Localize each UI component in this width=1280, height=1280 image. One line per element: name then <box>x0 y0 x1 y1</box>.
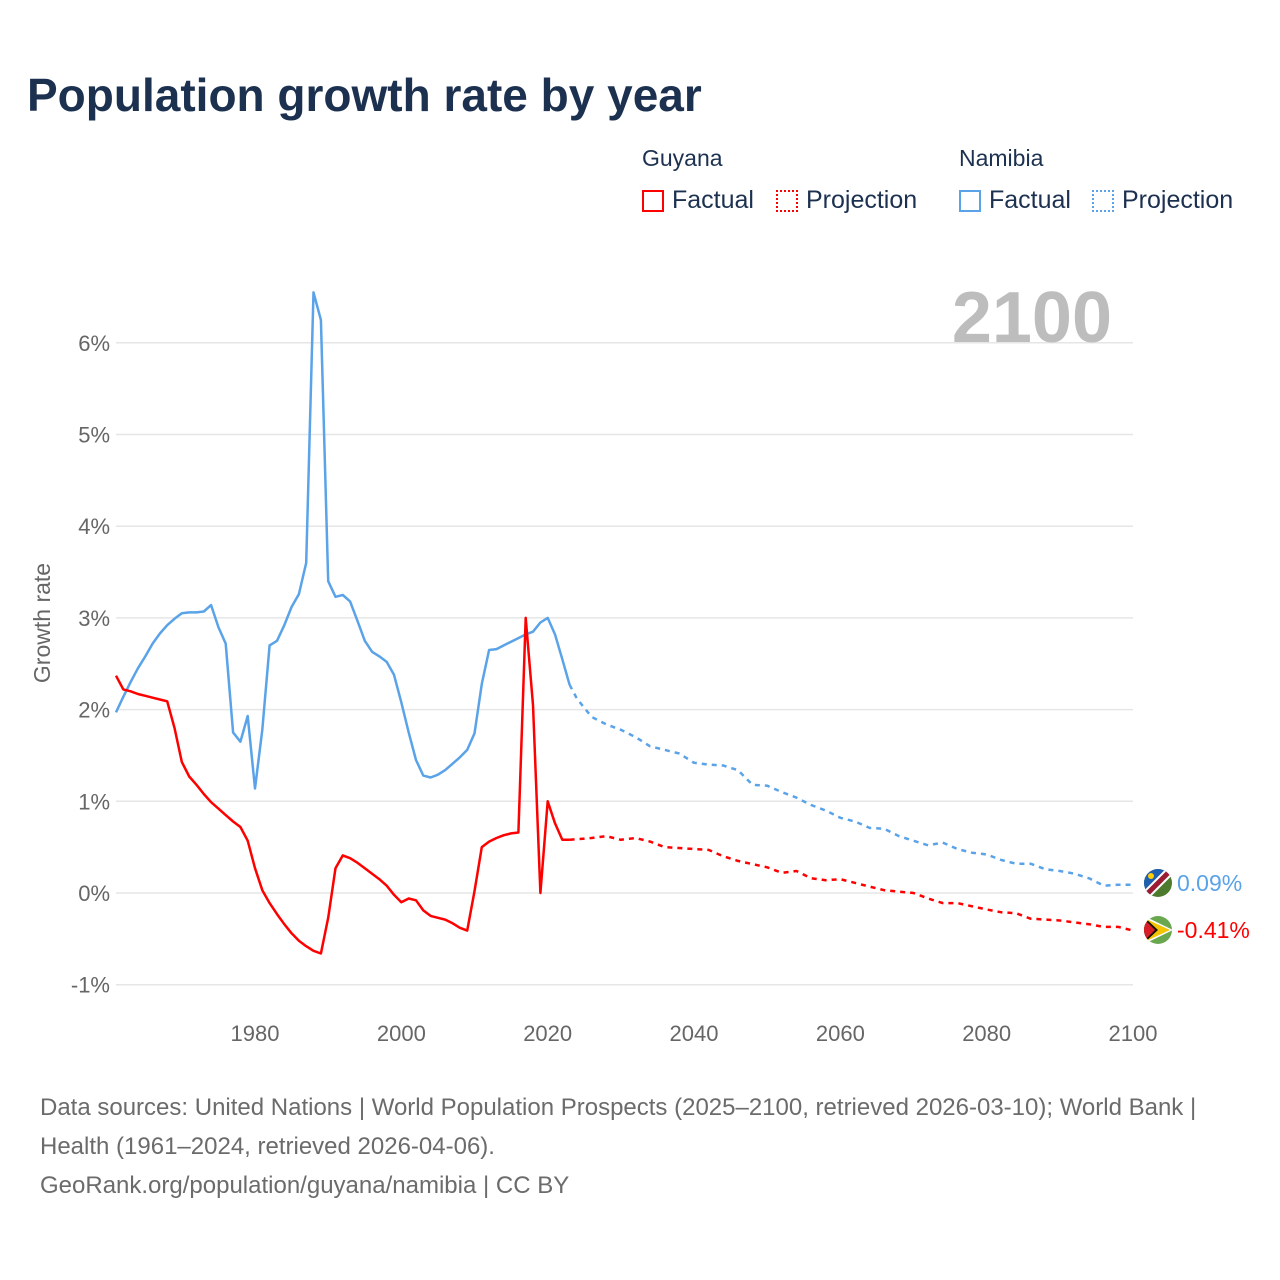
namibia-projection-line <box>568 684 1133 887</box>
legend-group-namibia: Namibia <box>959 145 1044 171</box>
legend-label: Projection <box>1122 186 1234 214</box>
y-tick-label: 0% <box>78 881 110 906</box>
x-tick-label: 2040 <box>670 1021 719 1046</box>
legend-group-guyana: Guyana <box>642 145 723 171</box>
sources-link[interactable]: GeoRank.org/population/guyana/namibia | … <box>40 1172 570 1199</box>
y-tick-label: 1% <box>78 789 110 814</box>
legend-guyana-factual[interactable]: Factual <box>642 186 754 215</box>
year-indicator: 2100 <box>952 278 1112 358</box>
x-tick-label: 2000 <box>377 1021 426 1046</box>
y-tick-label: 2% <box>78 698 110 723</box>
sources-text: Data sources: United Nations | World Pop… <box>40 1094 1197 1160</box>
chart-title: Population growth rate by year <box>27 69 702 121</box>
namibia-factual-line <box>114 291 571 790</box>
legend-namibia-factual[interactable]: Factual <box>959 186 1071 215</box>
guyana-flag-icon <box>1144 916 1172 944</box>
x-tick-label: 1980 <box>231 1021 280 1046</box>
y-axis-label: Growth rate <box>29 563 55 683</box>
legend-swatch-dotted <box>776 189 798 212</box>
legend-swatch-solid <box>959 189 981 212</box>
guyana-end-value: -0.41% <box>1177 917 1250 943</box>
namibia-end-value: 0.09% <box>1177 870 1242 896</box>
y-tick-label: 4% <box>78 514 110 539</box>
x-tick-label: 2060 <box>816 1021 865 1046</box>
legend-label: Projection <box>806 186 918 214</box>
guyana-factual-line <box>114 616 570 955</box>
x-tick-label: 2080 <box>962 1021 1011 1046</box>
guyana-projection-line <box>569 834 1134 932</box>
y-tick-label: 6% <box>78 331 110 356</box>
y-tick-label: 5% <box>78 423 110 448</box>
legend-swatch-dotted <box>1092 189 1114 212</box>
legend-swatch-solid <box>642 189 664 212</box>
x-tick-label: 2020 <box>523 1021 572 1046</box>
legend-label: Factual <box>672 186 754 214</box>
data-sources: Data sources: United Nations | World Pop… <box>40 1088 1240 1205</box>
legend-guyana-projection[interactable]: Projection <box>776 186 917 215</box>
legend-label: Factual <box>989 186 1071 214</box>
legend-namibia-projection[interactable]: Projection <box>1092 186 1233 215</box>
x-tick-label: 2100 <box>1109 1021 1158 1046</box>
y-tick-label: 3% <box>78 606 110 631</box>
y-tick-label: -1% <box>71 973 110 998</box>
namibia-flag-icon <box>1144 869 1172 897</box>
